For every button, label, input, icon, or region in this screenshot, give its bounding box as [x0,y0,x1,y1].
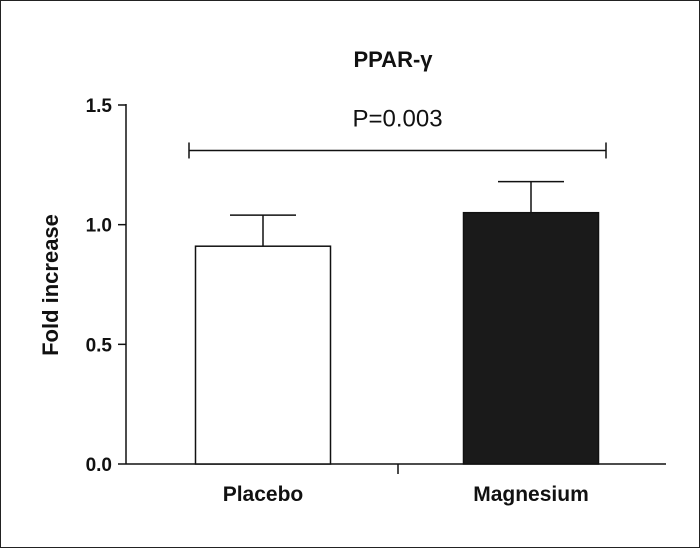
p-value-label: P=0.003 [352,105,442,132]
y-tick-label: 1.0 [86,216,112,237]
chart-title: PPAR-γ [353,47,433,72]
y-tick-label: 1.5 [86,96,113,117]
y-tick-label: 0.5 [86,335,113,356]
bar-placebo [194,245,332,465]
bars-group: Placebo Magnesium [194,180,600,506]
bar-magnesium [462,211,600,465]
x-category-label: Placebo [223,483,304,506]
x-category-label: Magnesium [473,483,589,506]
y-axis-label: Fold increase [38,214,63,356]
significance-annotation: P=0.003 [188,105,607,159]
y-tick-label: 0.0 [86,455,112,476]
